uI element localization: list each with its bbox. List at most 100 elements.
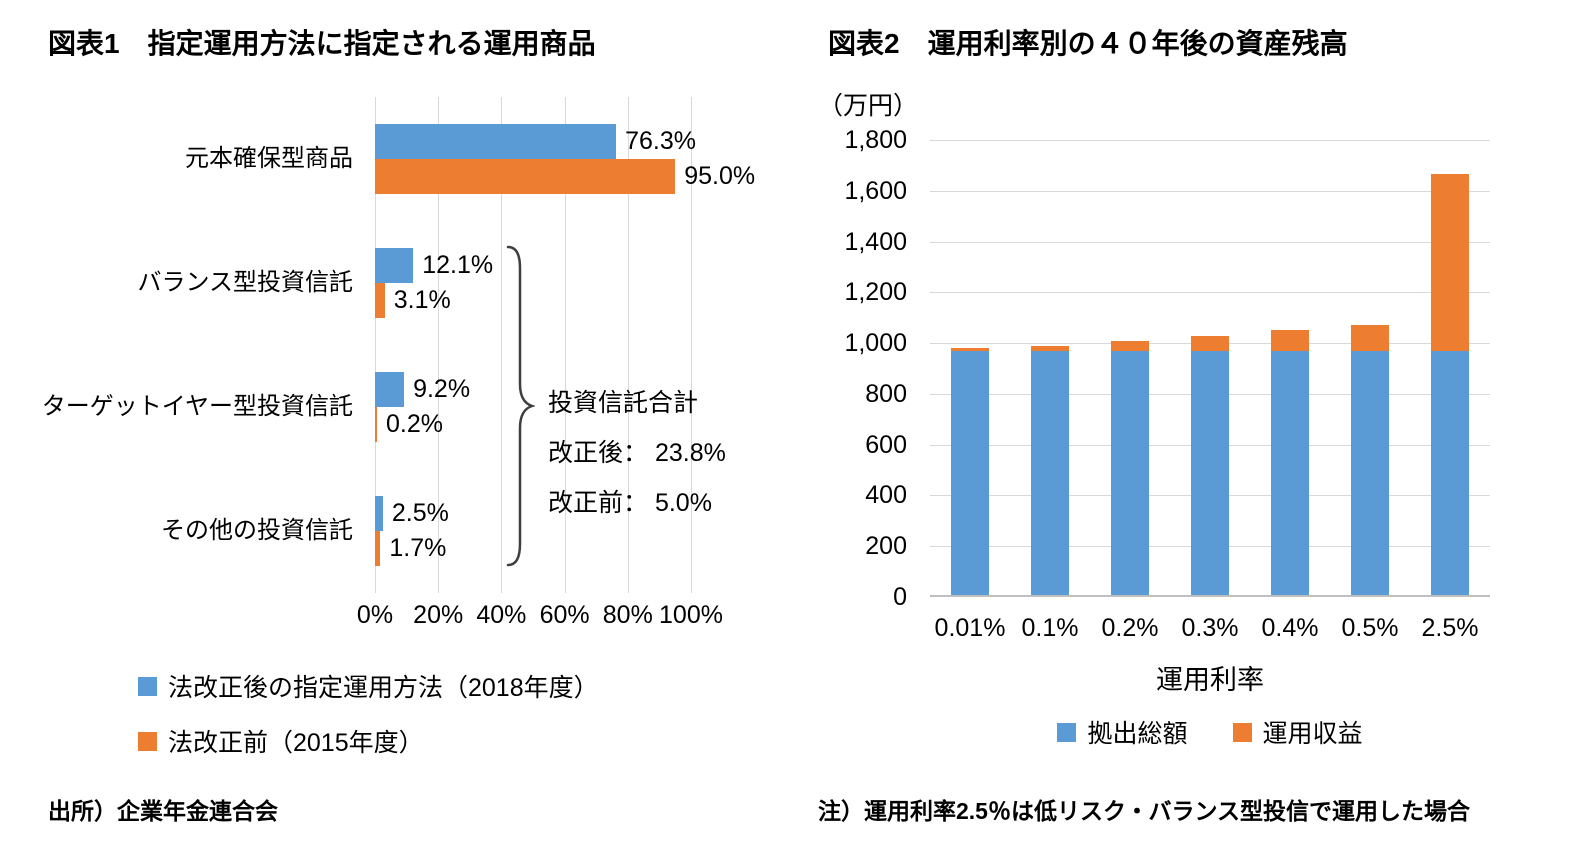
figure2-ytick: 1,800 [844, 126, 907, 154]
bar-after-reform [375, 248, 414, 283]
figure1-bar-row: 12.1% [375, 248, 691, 283]
figure1-xticks: 0% 20% 40% 60% 80% 100% [357, 601, 723, 631]
annotation-line-3: 改正前： 5.0% [548, 489, 712, 517]
segment-contribution-total [1111, 351, 1149, 595]
figure2-bar [1191, 335, 1229, 595]
figure2-unit-label: （万円） [818, 92, 919, 120]
figure2-ytick: 600 [865, 430, 907, 459]
segment-contribution-total [1191, 351, 1229, 595]
figure1-gridline [375, 97, 376, 593]
figure1-category-label: 元本確保型商品 [185, 145, 353, 172]
figure2-gridline [930, 190, 1490, 192]
legend-label: 法改正前（2015年度） [168, 729, 424, 757]
figure2-bar [1111, 340, 1149, 595]
figure2-ytick: 0 [893, 583, 907, 611]
legend-swatch-before-reform [138, 731, 157, 751]
figure2-ytick: 1,200 [844, 278, 907, 307]
figure2-legend-item-return: 運用収益 [1232, 714, 1363, 750]
figure1-xtick: 100% [659, 601, 723, 629]
bar-before-reform [375, 283, 385, 318]
figure2-gridline [930, 292, 1490, 294]
legend-label: 運用収益 [1262, 720, 1363, 748]
figure2-bar [1431, 174, 1469, 595]
figure2-xtick: 0.2% [1101, 614, 1159, 642]
footnote: 注）運用利率2.5％は低リスク・バランス型投信で運用した場合 [818, 798, 1471, 824]
figure1-gridline [501, 97, 503, 593]
figure2-xtick: 0.3% [1181, 614, 1239, 642]
segment-contribution-total [951, 351, 989, 595]
figure2-ytick: 200 [865, 532, 907, 561]
bar-value-label: 76.3% [625, 127, 696, 155]
bar-value-label: 12.1% [422, 251, 494, 279]
segment-investment-return [1191, 335, 1229, 352]
legend-swatch-after-reform [138, 676, 157, 696]
figure1-xtick: 60% [539, 601, 590, 629]
segment-contribution-total [1271, 351, 1309, 595]
legend-label: 法改正後の指定運用方法（2018年度） [168, 674, 599, 702]
figure1-gridline [564, 97, 566, 593]
source-note: 出所）企業年金連合会 [48, 798, 278, 824]
figure1-gridline [627, 97, 629, 593]
figure2-ytick: 400 [865, 481, 907, 510]
figure2-bar [951, 347, 989, 595]
figure1-legend-item-after-reform: 法改正後の指定運用方法（2018年度） [138, 668, 599, 704]
bar-before-reform [375, 407, 377, 442]
segment-investment-return [1431, 174, 1469, 352]
figure2-gridline [930, 241, 1490, 243]
bar-value-label: 3.1% [393, 286, 451, 314]
bar-value-label: 2.5% [391, 499, 449, 527]
brace-icon [506, 245, 535, 567]
segment-investment-return [1031, 345, 1069, 352]
bar-after-reform [375, 124, 617, 159]
bar-after-reform [375, 372, 405, 407]
segment-contribution-total [1351, 351, 1389, 595]
figure1-xtick: 40% [476, 601, 527, 629]
figure1-gridline [438, 97, 440, 593]
segment-investment-return [1351, 325, 1389, 352]
figure1-annotation: 投資信託合計 改正後： 23.8% 改正前： 5.0% [548, 378, 726, 528]
segment-contribution-total [1031, 351, 1069, 595]
figure2-bar [1271, 330, 1309, 595]
figure1-category-label: ターゲットイヤー型投資信託 [41, 393, 353, 420]
figure2-xtick: 0.1% [1021, 614, 1079, 642]
bar-value-label: 1.7% [389, 534, 447, 562]
segment-investment-return [1271, 330, 1309, 352]
figure2-ytick: 1,400 [844, 227, 907, 256]
figure2-xtick: 0.01% [934, 614, 1006, 642]
bar-value-label: 0.2% [386, 410, 443, 438]
figure1-gridline [691, 97, 692, 593]
legend-label: 拠出総額 [1087, 720, 1188, 748]
figure1-legend-item-before-reform: 法改正前（2015年度） [138, 723, 424, 759]
figure2-xticks: 0.01% 0.1% 0.2% 0.3% 0.4% 0.5% 2.5% [930, 614, 1490, 643]
figure1-bar-row: 2.5% [375, 496, 691, 531]
figure1-bar-row: 76.3% [375, 124, 696, 159]
figure1-category-label: バランス型投資信託 [137, 269, 353, 296]
annotation-line-1: 投資信託合計 [548, 389, 699, 417]
figure2-legend: 拠出総額 運用収益 [930, 714, 1490, 750]
figure1-bar-row: 95.0% [375, 159, 755, 194]
figure2-bar [1351, 325, 1389, 595]
figure2-bar [1031, 345, 1069, 595]
figure2-ytick: 800 [865, 379, 907, 408]
figure2-title: 図表2 運用利率別の４０年後の資産残高 [828, 28, 1348, 59]
figure2-xtick: 0.4% [1261, 614, 1319, 642]
bar-before-reform [375, 159, 676, 194]
figure1-bar-row: 9.2% [375, 372, 691, 407]
figure2-xaxis-title: 運用利率 [1156, 665, 1264, 695]
figure1-xtick: 80% [602, 601, 653, 629]
legend-swatch-contribution [1057, 722, 1077, 742]
annotation-line-2: 改正後： 23.8% [548, 439, 726, 467]
figure1-category-label: その他の投資信託 [161, 517, 353, 544]
figure1-xtick: 20% [413, 601, 464, 629]
figure2-yticks: 1,800 1,600 1,400 1,200 1,000 800 600 400 200 0 [795, 0, 907, 866]
bar-value-label: 95.0% [684, 162, 756, 190]
figure2-bars [930, 140, 1490, 595]
bar-value-label: 9.2% [413, 375, 471, 403]
segment-investment-return [951, 347, 989, 352]
figure1-bar-row: 1.7% [375, 531, 691, 566]
figure1-plot: 76.3% 12.1% 9.2% 2.5% 95.0% 3.1% 0.2% 1.7% [375, 97, 755, 593]
figure2-xtick: 0.5% [1341, 614, 1399, 642]
figure2-plot [930, 140, 1490, 597]
bar-after-reform [375, 496, 383, 531]
